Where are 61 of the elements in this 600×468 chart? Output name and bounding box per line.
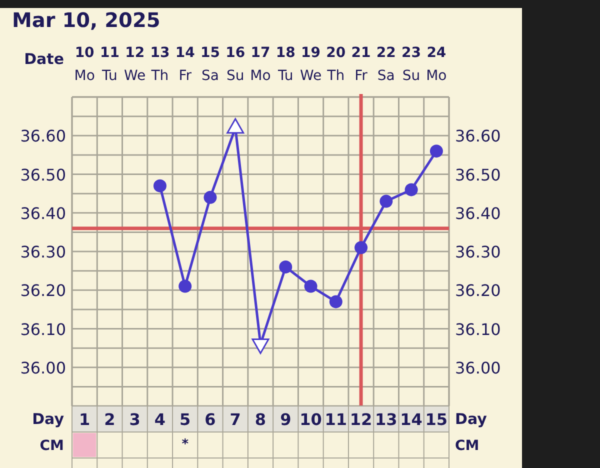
y2-tick-label: 36.00	[455, 358, 501, 378]
x-tick-label: 13 Th	[150, 45, 170, 84]
x2-tick-label: 7	[230, 410, 241, 429]
y2-tick-label: 36.50	[455, 165, 501, 184]
y-tick-label: 36.10	[20, 320, 66, 339]
point	[279, 260, 292, 274]
x2-axis-title: Day	[455, 410, 488, 428]
x2-tick-label: 9	[280, 410, 292, 429]
point	[354, 241, 368, 254]
x-tick-label: 22 Sa	[376, 45, 396, 84]
x-tick-label: 15 Sa	[200, 45, 220, 84]
x2-tick-label: 12	[350, 410, 372, 429]
y-tick-label: 36.60	[20, 126, 66, 146]
y-tick-label: 36.20	[20, 281, 66, 300]
point	[304, 280, 318, 293]
x2-tick-label: 15	[425, 410, 448, 429]
x-axis-title: Date	[24, 50, 64, 68]
x2-tick-label: 5	[180, 410, 191, 429]
x-tick-label: 10 Mo	[74, 45, 95, 84]
point	[404, 183, 418, 196]
x2-tick-label: 1	[78, 410, 90, 429]
x2-tick-label: 2	[104, 410, 116, 429]
y-tick-label: 36.30	[20, 242, 66, 262]
point	[178, 280, 192, 293]
x2-tick-label: 14	[400, 410, 422, 429]
x-tick-label: 19 We	[300, 45, 322, 84]
y2-tick-label: 36.20	[455, 281, 501, 300]
x2-tick-label: 10	[300, 410, 322, 429]
x2-tick-label: 3	[129, 410, 140, 429]
x-tick-label: 21 Fr	[351, 45, 371, 84]
x-tick-label: 14 Fr	[175, 45, 196, 84]
x-tick-label: 11 Tu	[100, 45, 120, 84]
x2-tick-label: 4	[154, 410, 166, 429]
point	[430, 144, 443, 158]
chart-title: Mar 10, 2025	[12, 8, 160, 32]
x2-tick-label: 13	[375, 410, 398, 429]
text: CM	[40, 438, 64, 454]
text: CM	[455, 438, 480, 454]
point	[153, 179, 166, 192]
y2-tick-label: 36.40	[455, 204, 501, 223]
x2-tick-label: 6	[204, 410, 216, 429]
x-tick-label: 23 Su	[402, 45, 422, 84]
y2-tick-label: 36.60	[455, 126, 501, 146]
x-tick-label: 16 Su	[226, 45, 246, 84]
point	[204, 190, 217, 204]
text: *	[182, 437, 189, 452]
x-tick-label: 24 Mo	[426, 45, 447, 84]
y-tick-label: 36.40	[20, 204, 66, 223]
x-tick-label: 17 Mo	[250, 45, 271, 84]
point	[329, 295, 342, 308]
y-tick-label: 36.50	[20, 165, 66, 184]
x-tick-label: 20 Th	[326, 45, 346, 84]
y2-tick-label: 36.30	[455, 242, 501, 262]
x-tick-label: 12 We	[124, 45, 146, 84]
x2-tick-label: 8	[254, 410, 266, 429]
y-tick-label: 36.00	[20, 358, 66, 378]
y2-tick-label: 36.10	[455, 320, 501, 339]
point	[380, 194, 393, 208]
text: Day	[32, 410, 64, 428]
x2-tick-label: 11	[324, 410, 348, 429]
x-tick-label: 18 Tu	[276, 45, 296, 84]
